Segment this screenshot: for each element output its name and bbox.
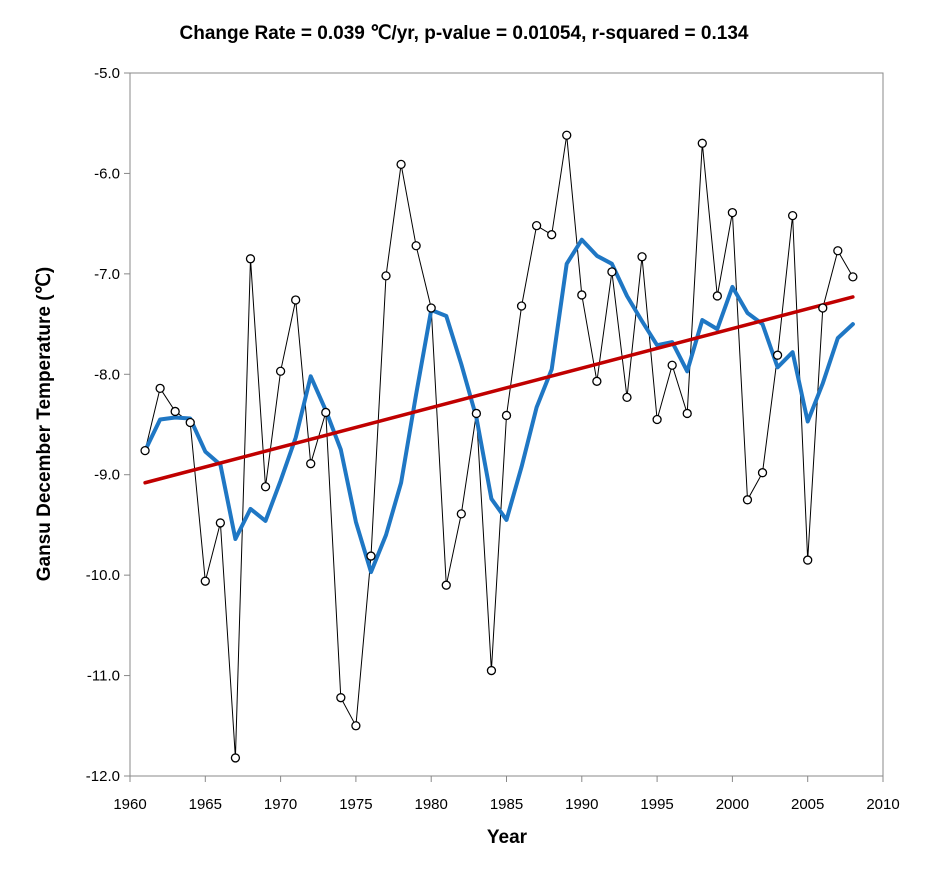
x-tick-label: 1975 (339, 796, 372, 813)
data-point (170, 406, 180, 417)
x-tick-label: 1970 (264, 796, 297, 813)
data-point (291, 295, 301, 305)
trend-line (143, 295, 855, 485)
data-point (577, 290, 587, 300)
data-point (155, 383, 165, 393)
data-point (471, 408, 482, 419)
chart-title: Change Rate = 0.039 ℃/yr, p-value = 0.01… (180, 23, 749, 44)
series-layer (143, 135, 855, 758)
data-point (501, 410, 512, 421)
x-tick-label: 1980 (415, 796, 448, 813)
x-tick-label: 1985 (490, 796, 523, 813)
data-point (622, 392, 632, 403)
data-point (306, 459, 316, 469)
data-point (682, 408, 692, 419)
x-tick-label: 1995 (640, 796, 673, 813)
x-tick-label: 2010 (866, 796, 899, 813)
x-axis: 1960 1965 1970 1975 1980 1985 1990 1995 2000 2005… (113, 776, 900, 813)
data-point (818, 303, 828, 313)
y-tick-label: -8.0 (94, 366, 120, 383)
y-tick-label: -6.0 (94, 165, 120, 182)
data-point (757, 468, 768, 478)
x-axis-title: Year (487, 827, 528, 848)
data-point (547, 230, 557, 240)
data-point (667, 360, 677, 370)
plot-area (129, 72, 884, 777)
data-point (185, 417, 195, 428)
data-point (486, 665, 497, 676)
data-point (321, 407, 331, 418)
data-point (637, 252, 647, 262)
data-point (245, 254, 256, 264)
data-point (727, 207, 738, 218)
x-tick-label: 1960 (113, 796, 146, 813)
data-point (787, 210, 798, 221)
y-tick-label: -10.0 (86, 567, 120, 584)
data-point (275, 366, 286, 376)
data-point (803, 555, 813, 565)
data-point (230, 753, 241, 763)
y-tick-label: -7.0 (94, 266, 120, 283)
data-point (697, 138, 707, 148)
data-point (426, 303, 436, 313)
data-point (441, 580, 451, 590)
data-point (411, 241, 421, 251)
y-axis-title: Gansu December Temperature (℃) (34, 267, 55, 582)
data-point (833, 246, 843, 256)
data-point (260, 482, 271, 492)
data-point (200, 576, 210, 586)
data-point (351, 721, 361, 731)
y-tick-label: -12.0 (86, 768, 120, 785)
data-point (712, 291, 722, 301)
y-tick-label: -5.0 (94, 65, 120, 82)
data-point (516, 301, 527, 311)
data-point (848, 272, 858, 282)
data-point (562, 130, 572, 140)
data-point (592, 376, 602, 386)
raw-temperature-line (144, 135, 854, 758)
data-point (531, 221, 542, 231)
smoothed-temperature-line (143, 237, 855, 575)
data-point (396, 159, 406, 170)
marker-layer (140, 130, 858, 763)
data-point (215, 518, 226, 528)
data-point (366, 551, 376, 561)
data-point (652, 414, 662, 425)
data-point (772, 350, 783, 360)
y-tick-label: -11.0 (87, 668, 120, 685)
data-point (456, 509, 466, 519)
x-tick-label: 1990 (565, 796, 598, 813)
x-tick-label: 2000 (716, 796, 749, 813)
y-axis: -5.0 -6.0 -7.0 -8.0 -9.0 -10.0 -11.0 -12.0 (86, 65, 130, 785)
data-point (607, 267, 617, 277)
x-tick-label: 2005 (791, 796, 824, 813)
data-point (336, 693, 346, 703)
x-tick-label: 1965 (189, 796, 222, 813)
data-point (381, 271, 391, 281)
y-tick-label: -9.0 (94, 467, 120, 484)
data-point (140, 445, 150, 456)
data-point (742, 495, 753, 505)
